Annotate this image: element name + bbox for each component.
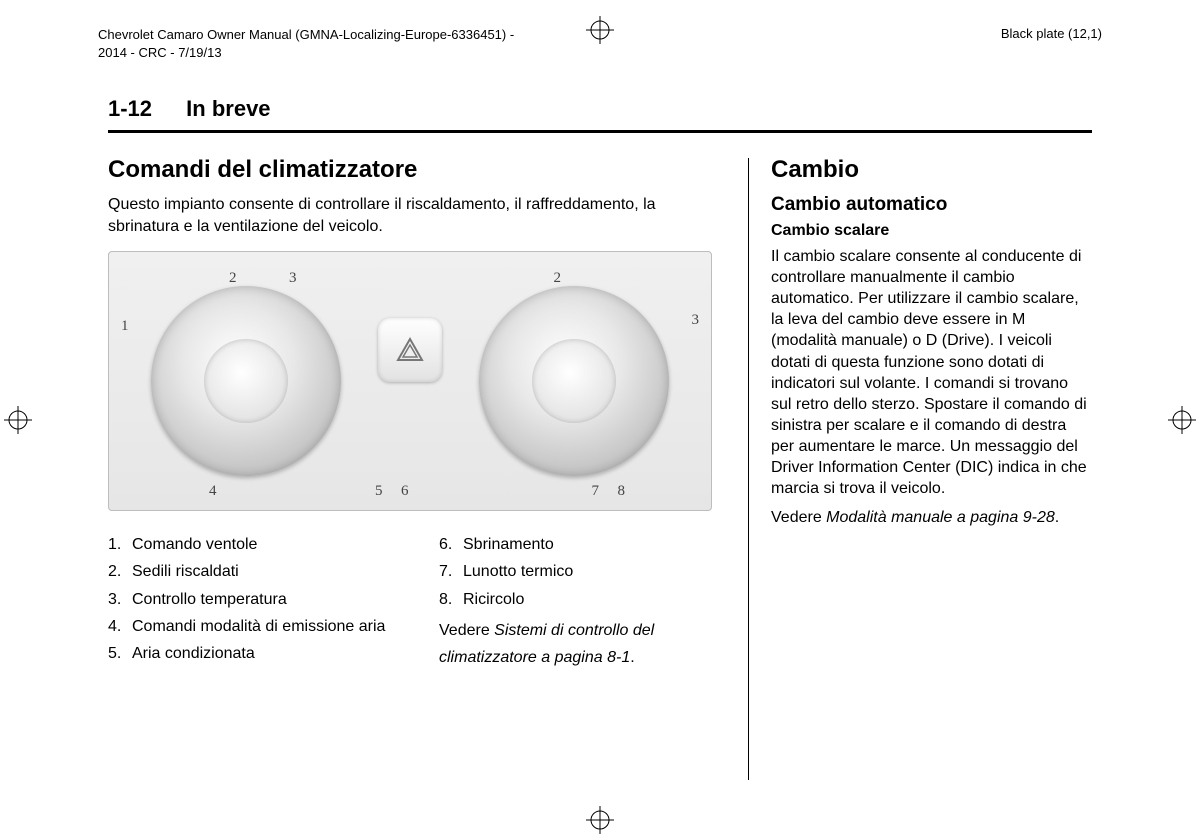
legend-item: 3.Controllo temperatura	[108, 586, 399, 613]
callout-7: 7	[592, 483, 600, 500]
legend-item: 8.Ricircolo	[439, 586, 730, 613]
callout-3l: 3	[289, 270, 297, 287]
callout-2l: 2	[229, 270, 237, 287]
black-plate-label: Black plate (12,1)	[1001, 26, 1102, 41]
hazard-button-graphic	[378, 318, 442, 382]
crop-mark-left	[4, 406, 32, 434]
legend-item: 7.Lunotto termico	[439, 558, 730, 585]
callout-5: 5	[375, 483, 383, 500]
tap-shift-paragraph: Il cambio scalare consente al conducente…	[771, 246, 1092, 499]
tap-shift-reference: Vedere Modalità manuale a pagina 9-28.	[771, 507, 1092, 528]
crop-mark-bottom	[586, 806, 614, 834]
legend-item: 2.Sedili riscaldati	[108, 558, 399, 585]
climate-controls-diagram: 1 2 3 4 2 3 5 6 7 8	[108, 251, 712, 511]
legend-item: 1.Comando ventole	[108, 531, 399, 558]
page-section-title: In breve	[186, 96, 270, 121]
tap-shift-heading: Cambio scalare	[771, 222, 1092, 240]
legend-item: 4.Comandi modalità di emissione aria	[108, 613, 399, 640]
print-header: Chevrolet Camaro Owner Manual (GMNA-Loca…	[98, 26, 1102, 61]
callout-3r: 3	[692, 312, 700, 329]
legend-item: 6.Sbrinamento	[439, 531, 730, 558]
climate-controls-heading: Comandi del climatizzatore	[108, 156, 730, 184]
callout-1: 1	[121, 318, 129, 335]
heading-rule	[108, 130, 1092, 133]
temp-dial-graphic	[479, 286, 669, 476]
callout-2r: 2	[554, 270, 562, 287]
climate-controls-intro: Questo impianto consente di controllare …	[108, 194, 730, 237]
auto-transmission-heading: Cambio automatico	[771, 194, 1092, 216]
callout-6: 6	[401, 483, 409, 500]
transmission-heading: Cambio	[771, 156, 1092, 184]
fan-dial-graphic	[151, 286, 341, 476]
legend-reference: Vedere Sistemi di controllo del climatiz…	[439, 617, 730, 671]
page-heading: 1-12 In breve	[108, 96, 271, 122]
crop-mark-right	[1168, 406, 1196, 434]
right-column: Cambio Cambio automatico Cambio scalare …	[749, 156, 1092, 780]
manual-id-line2: 2014 - CRC - 7/19/13	[98, 44, 514, 62]
main-column: Comandi del climatizzatore Questo impian…	[108, 156, 748, 780]
page-section-number: 1-12	[108, 96, 152, 121]
diagram-legend: 1.Comando ventole 2.Sedili riscaldati 3.…	[108, 531, 730, 671]
manual-id-line1: Chevrolet Camaro Owner Manual (GMNA-Loca…	[98, 26, 514, 44]
callout-8: 8	[618, 483, 626, 500]
callout-4: 4	[209, 483, 217, 500]
legend-item: 5.Aria condizionata	[108, 640, 399, 667]
